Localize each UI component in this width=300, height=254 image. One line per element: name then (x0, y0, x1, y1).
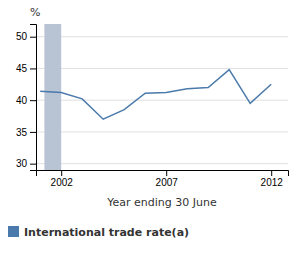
x-tick: 2002 (51, 170, 74, 188)
grid-line (36, 68, 288, 69)
data-group (40, 24, 271, 170)
y-tick-mark (30, 132, 36, 133)
y-axis-label: % (30, 6, 40, 19)
chart-container: 2002 2007 2012 30 35 40 45 50% Year ending 30 Ju… (0, 0, 300, 254)
legend-swatch (8, 226, 19, 237)
x-tick-mark (166, 170, 167, 176)
y-tick-mark (30, 100, 36, 101)
y-tick-label: 35 (16, 127, 28, 138)
y-tick-label: 45 (16, 63, 28, 74)
y-tick-mark (30, 164, 36, 165)
plot-area: 2002 2007 2012 30 35 40 45 50 (16, 24, 289, 188)
y-tick: 50 (16, 31, 36, 42)
y-tick: 30 (16, 158, 36, 169)
y-tick-label: 30 (16, 158, 28, 169)
y-tick: 40 (16, 95, 36, 106)
x-tick-label: 2012 (261, 177, 284, 188)
x-tick-mark (271, 170, 272, 176)
x-tick: 2012 (261, 170, 284, 188)
x-axis-line (37, 171, 289, 177)
y-tick-label: 50 (16, 31, 28, 42)
x-tick-label: 2007 (156, 177, 179, 188)
grid-line (36, 100, 288, 101)
y-tick-mark (30, 68, 36, 69)
y-axis: 30 35 40 45 50 (16, 25, 37, 171)
grid-line (36, 163, 288, 164)
grid-line (36, 131, 288, 132)
x-axis: 2002 2007 2012 (37, 170, 289, 188)
y-tick: 35 (16, 127, 36, 138)
legend-item: International trade rate(a) (8, 226, 189, 239)
y-tick: 45 (16, 63, 36, 74)
x-tick-label: 2002 (51, 177, 74, 188)
grid-line (36, 36, 288, 37)
y-axis-line (30, 25, 37, 171)
x-tick-mark (61, 170, 62, 176)
data-line (40, 70, 271, 120)
x-axis-label: Year ending 30 June (106, 196, 217, 209)
legend-label: International trade rate(a) (24, 226, 189, 239)
chart-svg: 2002 2007 2012 30 35 40 45 50% Year ending 30 Ju… (0, 0, 300, 254)
y-tick-label: 40 (16, 95, 28, 106)
legend: International trade rate(a) (8, 226, 189, 239)
y-tick-mark (30, 37, 36, 38)
shaded-region (44, 24, 61, 170)
grid (36, 37, 288, 164)
x-tick: 2007 (156, 170, 179, 188)
